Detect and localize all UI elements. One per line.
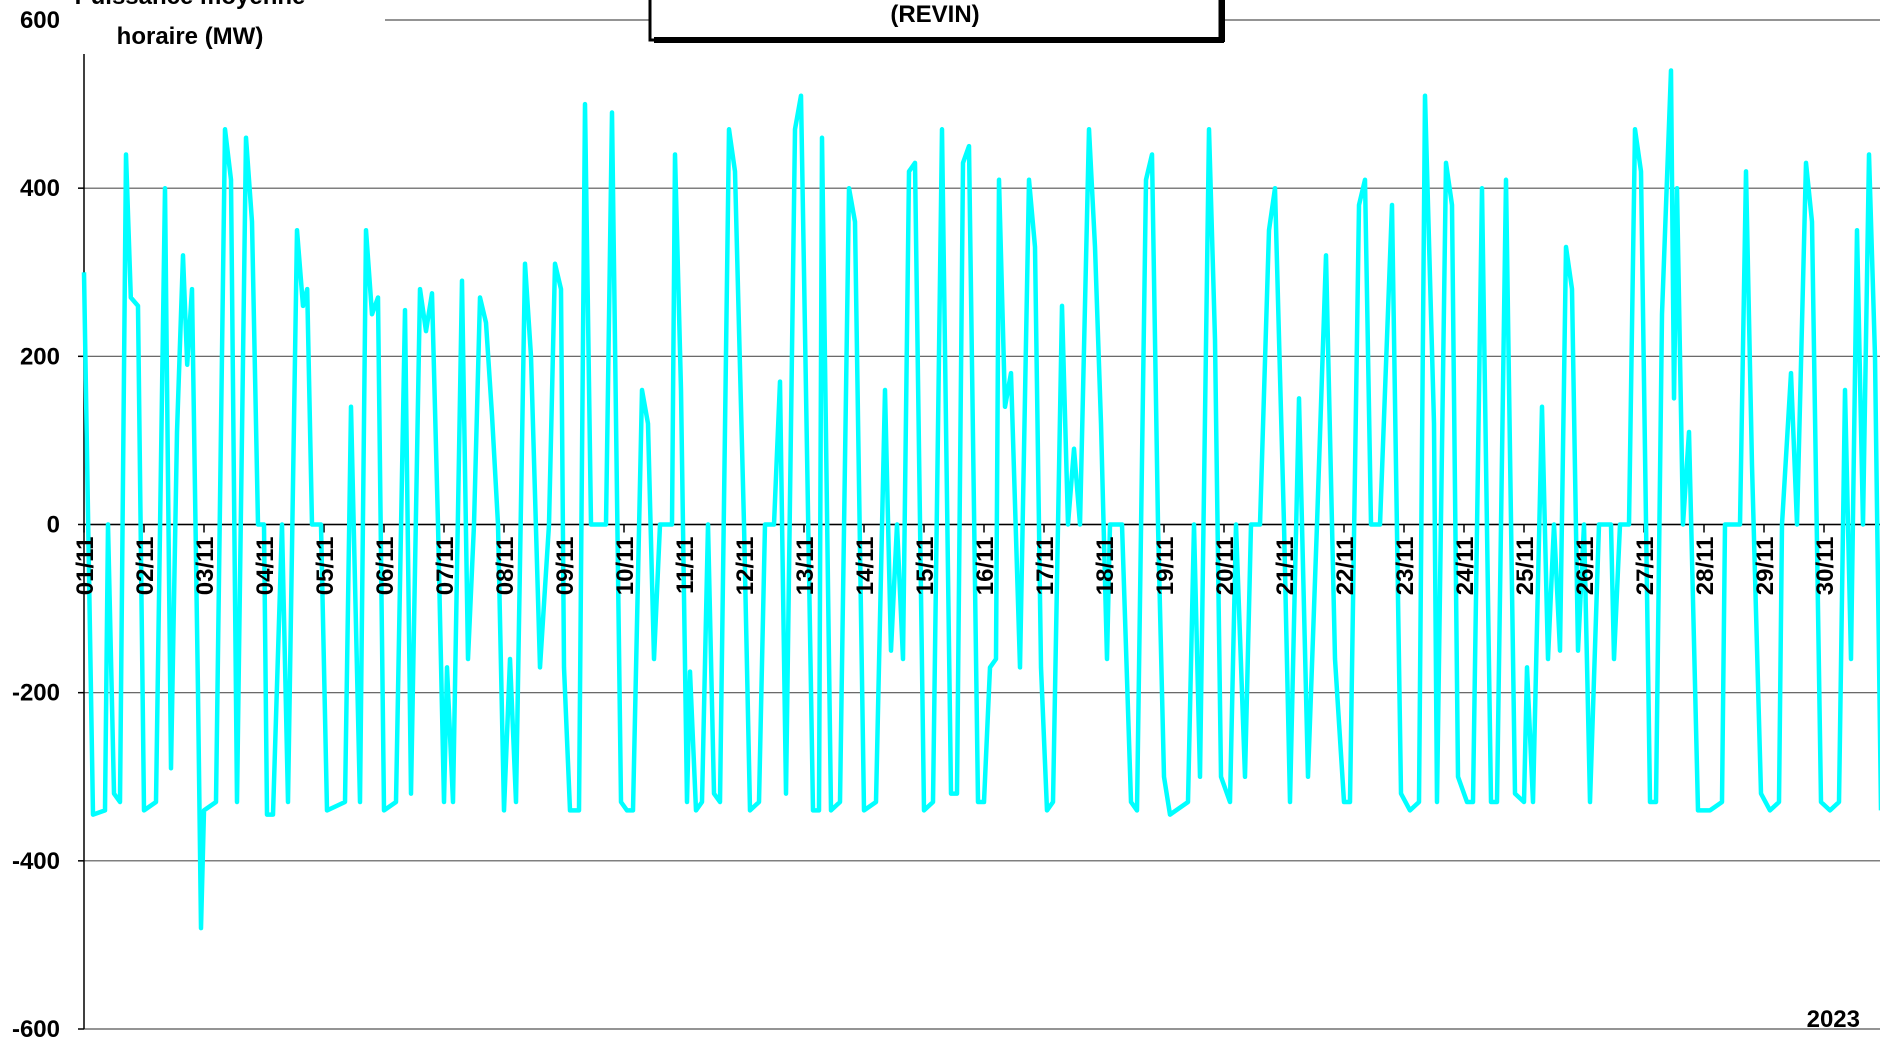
y-tick-label: 0 (47, 512, 60, 539)
x-tick-label: 16/11 (972, 537, 999, 596)
x-tick-label: 26/11 (1572, 537, 1599, 596)
x-tick-label: 23/11 (1392, 537, 1419, 596)
x-tick-label: 02/11 (132, 537, 159, 596)
x-tick-label: 09/11 (552, 537, 579, 596)
x-tick-label: 24/11 (1452, 537, 1479, 596)
x-tick-label: 13/11 (792, 537, 819, 596)
x-tick-label: 29/11 (1752, 537, 1779, 596)
x-tick-label: 27/11 (1632, 537, 1659, 596)
y-tick-label: -600 (12, 1016, 60, 1041)
x-tick-label: 14/11 (852, 537, 879, 596)
x-tick-label: 01/11 (72, 537, 99, 596)
x-tick-label: 11/11 (672, 537, 699, 594)
x-tick-label: 08/11 (492, 537, 519, 596)
y-axis-label: horaire (MW) (117, 23, 264, 50)
label-backdrop (0, 0, 385, 54)
x-tick-label: 21/11 (1272, 537, 1299, 596)
x-tick-label: 05/11 (312, 537, 339, 596)
x-tick-label: 30/11 (1812, 537, 1839, 596)
x-tick-label: 15/11 (912, 537, 939, 596)
series-line (81, 68, 1880, 931)
x-tick-label: 18/11 (1092, 537, 1119, 596)
x-tick-label: 17/11 (1032, 537, 1059, 596)
x-tick-label: 03/11 (192, 537, 219, 596)
x-tick-label: 06/11 (372, 537, 399, 596)
x-tick-label: 28/11 (1692, 537, 1719, 596)
year-annotation: 2023 (1807, 1006, 1860, 1033)
y-tick-label: 200 (20, 343, 60, 370)
x-tick-label: 04/11 (252, 537, 279, 596)
y-tick-label: 400 (20, 175, 60, 202)
y-tick-label: -400 (12, 848, 60, 875)
x-tick-label: 07/11 (432, 537, 459, 596)
x-tick-label: 22/11 (1332, 537, 1359, 596)
grid (78, 10, 1880, 1030)
x-tick-label: 25/11 (1512, 537, 1539, 596)
plot-area (81, 68, 1880, 931)
y-axis-label: Puissance moyenne (75, 0, 306, 10)
y-tick-label: 600 (20, 7, 60, 34)
x-tick-label: 20/11 (1212, 537, 1239, 596)
chart-title: (REVIN) (890, 1, 979, 28)
x-tick-label: 10/11 (612, 537, 639, 596)
x-tick-label: 12/11 (732, 537, 759, 596)
y-tick-label: -200 (12, 680, 60, 707)
x-tick-label: 19/11 (1152, 537, 1179, 596)
